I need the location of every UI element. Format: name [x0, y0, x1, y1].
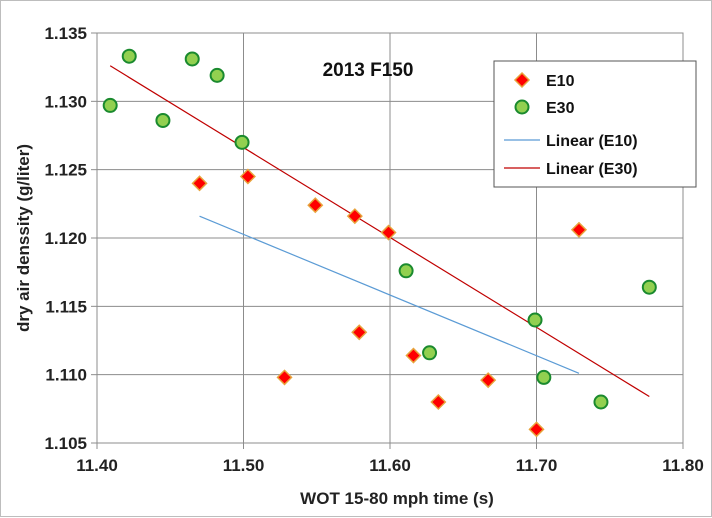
x-tick-label: 11.80: [662, 456, 704, 475]
tick-labels: 11.40 11.50 11.60 11.70 11.80 1.105 1.110 1.115…: [44, 24, 703, 475]
y-tick-label: 1.135: [44, 24, 87, 43]
x-tick-label: 11.60: [369, 456, 411, 475]
legend-label-e30: E30: [546, 100, 575, 117]
point-e10: [528, 421, 545, 438]
plot-area-border: [96, 32, 684, 444]
trendline-linear-e10: [199, 215, 580, 374]
x-axis-title: WOT 15-80 mph time (s): [300, 489, 494, 508]
x-tick-label: 11.50: [223, 456, 265, 475]
point-e10: [380, 224, 397, 241]
y-axis-title: dry air denssity (g/liter): [14, 144, 33, 332]
point-e30: [422, 345, 438, 361]
trendline-linear-e30: [109, 65, 650, 398]
y-tick-label: 1.115: [45, 297, 87, 316]
x-tick-label: 11.70: [516, 456, 558, 475]
x-tick-label: 11.40: [76, 456, 118, 475]
point-e30: [641, 279, 657, 295]
point-e30: [398, 263, 414, 279]
trendline-layer: [109, 65, 650, 398]
data-points-layer: [102, 48, 657, 438]
legend-label-linear-e10: Linear (E10): [546, 133, 638, 150]
point-e30: [102, 97, 118, 113]
point-e10: [351, 324, 368, 341]
point-e30: [121, 48, 137, 64]
point-e30: [527, 312, 543, 328]
point-e30: [593, 394, 609, 410]
point-e30: [536, 369, 552, 385]
point-e30: [155, 112, 171, 128]
point-e10: [430, 393, 447, 411]
y-tick-label: 1.125: [44, 161, 87, 180]
y-tick-label: 1.105: [44, 434, 87, 453]
y-tick-label: 1.120: [44, 229, 87, 248]
point-e10: [405, 347, 422, 364]
point-e30: [234, 134, 250, 150]
legend: E10 E30 Linear (E10) Linear (E30): [493, 60, 697, 188]
point-e10: [191, 175, 208, 192]
point-e10: [570, 221, 588, 238]
y-tick-label: 1.110: [45, 366, 87, 385]
chart-title: 2013 F150: [323, 60, 414, 81]
point-e10: [480, 372, 497, 389]
point-e30: [184, 51, 200, 67]
point-e10: [307, 197, 324, 214]
point-e10: [346, 208, 363, 225]
point-e30: [209, 67, 225, 83]
y-tick-label: 1.130: [44, 92, 87, 111]
point-e10: [276, 369, 293, 386]
legend-label-linear-e30: Linear (E30): [546, 161, 638, 178]
legend-label-e10: E10: [546, 73, 575, 90]
point-e10: [239, 168, 256, 185]
legend-marker-e30: [514, 99, 530, 115]
legend-marker-e10: [513, 71, 531, 89]
